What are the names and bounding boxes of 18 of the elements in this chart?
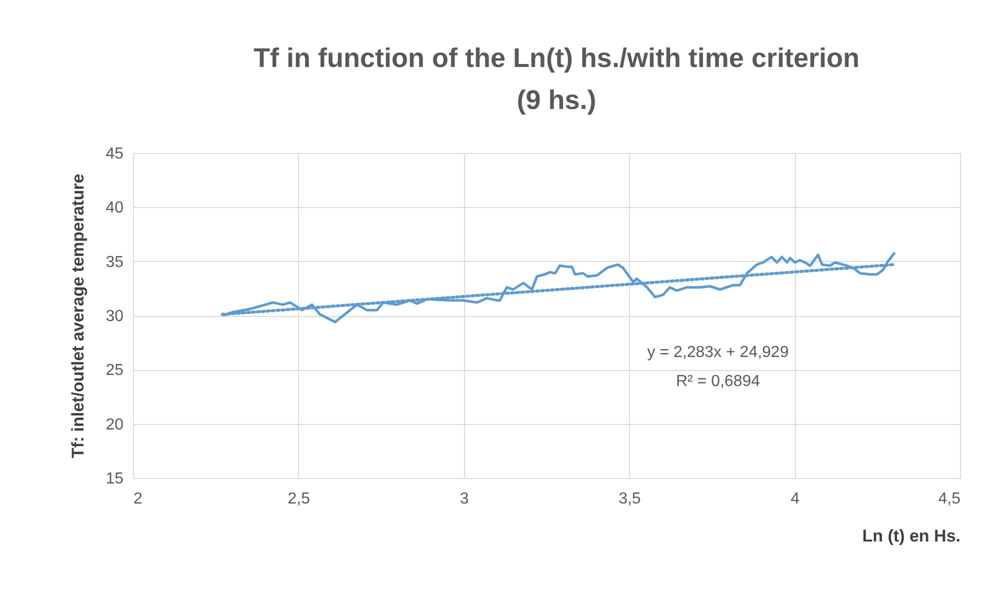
y-tick-label: 30 (106, 308, 124, 325)
x-tick-label: 2 (134, 490, 142, 508)
x-tick-label: 3,5 (618, 490, 641, 508)
y-tick-label: 25 (106, 362, 124, 380)
x-axis-title: Ln (t) en Hs. (862, 526, 960, 546)
y-tick-label: 40 (106, 200, 124, 217)
y-tick-label: 20 (106, 416, 124, 434)
y-tick-label: 15 (106, 470, 124, 488)
y-tick-label: 45 (106, 146, 124, 162)
x-tick-label: 4,5 (938, 490, 961, 508)
annotation: y = 2,283x + 24,929 (647, 344, 789, 361)
x-tick-label: 2,5 (288, 490, 310, 508)
annotation: R² = 0,6894 (676, 373, 760, 390)
x-tick-label: 4 (790, 490, 800, 508)
y-tick-label: 35 (106, 254, 124, 271)
chart-title: Tf in function of the Ln(t) hs./with time criterion (9 hs.) (254, 43, 860, 115)
y-axis-title: Tf: inlet/outlet average temperature (68, 174, 88, 458)
x-tick-label: 3 (460, 490, 469, 508)
